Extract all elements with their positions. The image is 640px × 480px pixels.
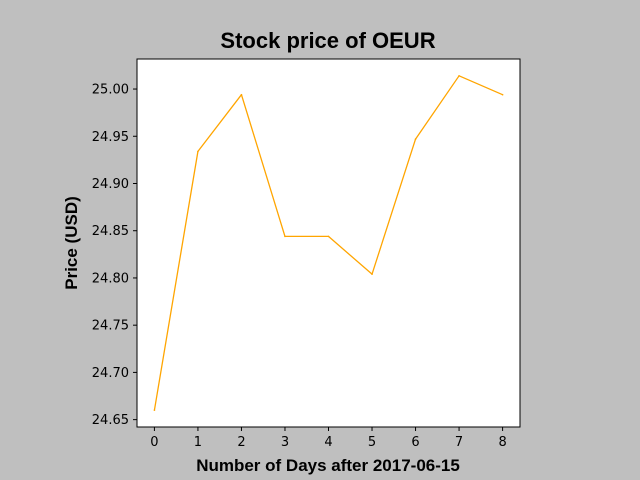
y-tick-label: 24.80 [92,271,129,286]
x-tick-label: 7 [455,435,463,450]
x-axis-label: Number of Days after 2017-06-15 [196,456,460,475]
x-tick-label: 5 [368,435,376,450]
data-point [240,93,243,96]
x-tick-label: 1 [194,435,202,450]
y-tick-label: 24.90 [92,177,129,192]
data-point [153,409,156,411]
y-axis-label: Price (USD) [62,196,81,290]
chart-title: Stock price of OEUR [220,28,435,53]
y-tick-label: 24.95 [92,130,129,145]
y-tick-label: 24.70 [92,366,129,381]
data-point [501,93,504,96]
y-tick-label: 24.85 [92,224,129,239]
x-tick-label: 3 [281,435,289,450]
y-tick-label: 25.00 [92,83,129,98]
y-axis-ticks: 24.65 24.70 24.75 24.80 24.85 24.90 24.95 25.00 [92,83,137,428]
x-tick-label: 2 [237,435,245,450]
data-point [458,75,460,77]
data-point [371,273,373,275]
series-layer [153,75,504,411]
x-tick-label: 6 [411,435,419,450]
data-point [197,150,199,153]
data-point [414,138,417,140]
data-point [327,235,330,238]
x-tick-label: 8 [498,435,506,450]
x-axis-ticks: 0 1 2 3 4 5 6 7 8 [150,427,507,450]
x-tick-label: 4 [324,435,332,450]
x-tick-label: 0 [150,435,158,450]
plot-area [136,58,521,428]
y-tick-label: 24.75 [92,319,129,334]
data-point [284,235,286,238]
y-tick-label: 24.65 [92,413,129,428]
